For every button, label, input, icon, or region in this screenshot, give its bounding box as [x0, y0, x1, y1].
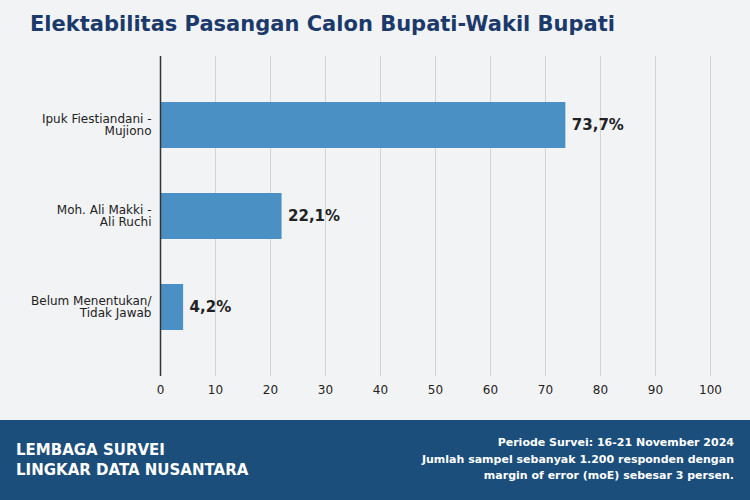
- html-text:LINGKAR DATA NUSANTARA: LINGKAR DATA NUSANTARA: [16, 461, 249, 479]
- svg-text:30: 30: [318, 383, 333, 397]
- svg-text:Belum Menentukan/Tidak Jawab: Belum Menentukan/Tidak Jawab: [31, 294, 152, 320]
- svg-text:10: 10: [208, 383, 223, 397]
- html-text:Periode Survei: 16-21 November: Periode Survei: 16-21 November 2024 Juml…: [421, 436, 734, 483]
- svg-text:80: 80: [593, 383, 608, 397]
- html-text:LEMBAGA SURVEI: LEMBAGA SURVEI: [16, 440, 165, 459]
- svg-text:60: 60: [483, 383, 498, 397]
- svg-text:40: 40: [373, 383, 388, 397]
- svg-text:4,2%: 4,2%: [190, 298, 232, 316]
- svg-text:100: 100: [699, 383, 722, 397]
- html-text:Elektabilitas Pasangan Calon B: Elektabilitas Pasangan Calon Bupati-Waki…: [30, 12, 615, 36]
- svg-text:0: 0: [157, 383, 165, 397]
- svg-text:50: 50: [428, 383, 443, 397]
- svg-text:22,1%: 22,1%: [288, 207, 340, 225]
- svg-text:Ipuk Fiestiandani -Mujiono: Ipuk Fiestiandani -Mujiono: [42, 112, 152, 138]
- svg-text:70: 70: [538, 383, 553, 397]
- svg-text:90: 90: [648, 383, 663, 397]
- svg-text:73,7%: 73,7%: [572, 116, 624, 134]
- svg-text:Moh. Ali Makki -Ali Ruchi: Moh. Ali Makki -Ali Ruchi: [57, 203, 152, 229]
- svg-text:20: 20: [263, 383, 278, 397]
